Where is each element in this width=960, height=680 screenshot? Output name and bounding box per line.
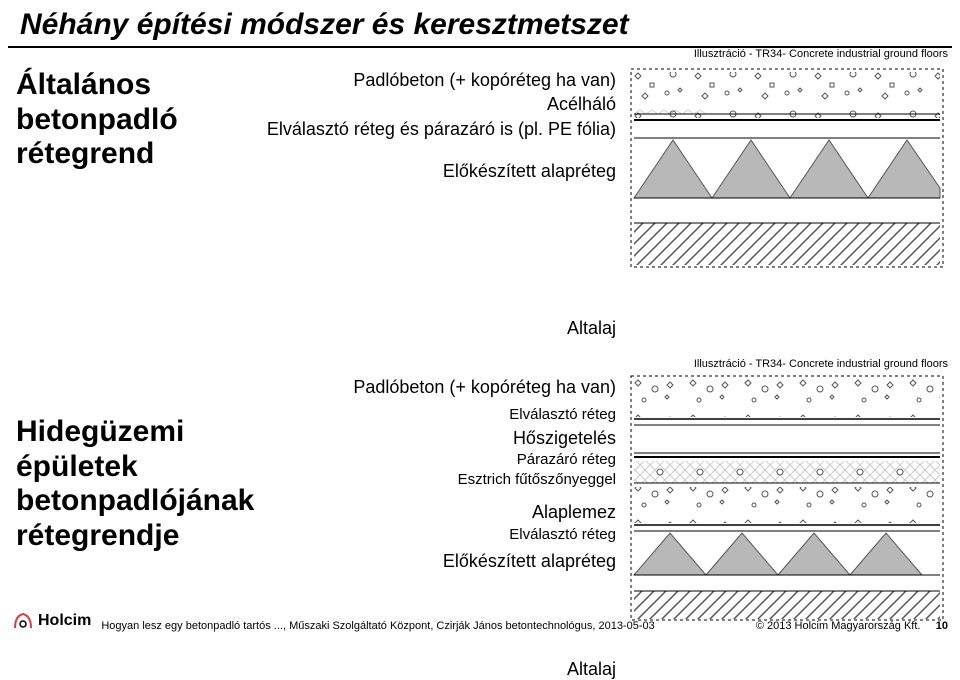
layer-label: Esztrich fűtőszőnyeggel xyxy=(250,470,616,490)
holcim-logo: Holcim xyxy=(12,610,91,632)
content-area: Általános betonpadló rétegrend Padlóbeto… xyxy=(0,68,960,680)
layer-label: Elválasztó réteg xyxy=(250,405,616,425)
heading-line: betonpadlójának xyxy=(16,484,250,519)
section2-heading: Hidegüzemi épületek betonpadlójának réte… xyxy=(0,375,250,553)
illustration-caption-top: Illusztráció - TR34- Concrete industrial… xyxy=(694,48,948,60)
heading-line: betonpadló xyxy=(16,103,250,138)
layer-label: Acélháló xyxy=(250,92,616,116)
section1-layers: Padlóbeton (+ kopóréteg ha van) Acélháló… xyxy=(250,68,630,183)
heading-line: rétegrend xyxy=(16,137,250,172)
layer-label: Előkészített alapréteg xyxy=(250,159,616,183)
layer-label: Alaplemez xyxy=(250,500,616,524)
footer: Holcim Hogyan lesz egy betonpadló tartós… xyxy=(0,610,960,632)
illustration-caption-mid: Illusztráció - TR34- Concrete industrial… xyxy=(694,358,948,370)
section-general: Általános betonpadló rétegrend Padlóbeto… xyxy=(0,68,960,268)
layer-label: Előkészített alapréteg xyxy=(250,549,616,573)
section2-layers: Padlóbeton (+ kopóréteg ha van) Elválasz… xyxy=(250,375,630,573)
layer-label: Padlóbeton (+ kopóréteg ha van) xyxy=(250,68,616,92)
footer-right: © 2013 Holcim Magyarország Kft. 10 xyxy=(756,620,948,632)
layer-label: Párazáró réteg xyxy=(250,450,616,470)
section1-heading: Általános betonpadló rétegrend xyxy=(0,68,250,172)
layer-label: Elválasztó réteg és párazáró is (pl. PE … xyxy=(250,117,616,141)
heading-line: Általános xyxy=(16,68,250,103)
logo-icon xyxy=(12,610,34,632)
copyright: © 2013 Holcim Magyarország Kft. xyxy=(756,620,921,632)
section2-altalaj: Altalaj xyxy=(0,659,630,680)
heading-line: Hidegüzemi xyxy=(16,415,250,450)
section1-diagram xyxy=(630,68,944,268)
section2-diagram xyxy=(630,375,944,621)
layer-label: Padlóbeton (+ kopóréteg ha van) xyxy=(250,375,616,399)
page-title: Néhány építési módszer és keresztmetszet xyxy=(8,0,952,48)
layer-label: Elválasztó réteg xyxy=(250,525,616,545)
logo-text: Holcim xyxy=(38,612,91,630)
footer-center: Hogyan lesz egy betonpadló tartós ..., M… xyxy=(91,620,756,632)
layer-label: Hőszigetelés xyxy=(250,426,616,450)
section1-altalaj: Altalaj xyxy=(0,318,630,339)
page-number: 10 xyxy=(936,620,948,632)
heading-line: épületek xyxy=(16,450,250,485)
heading-line: rétegrendje xyxy=(16,519,250,554)
section-cold: Hidegüzemi épületek betonpadlójának réte… xyxy=(0,375,960,621)
